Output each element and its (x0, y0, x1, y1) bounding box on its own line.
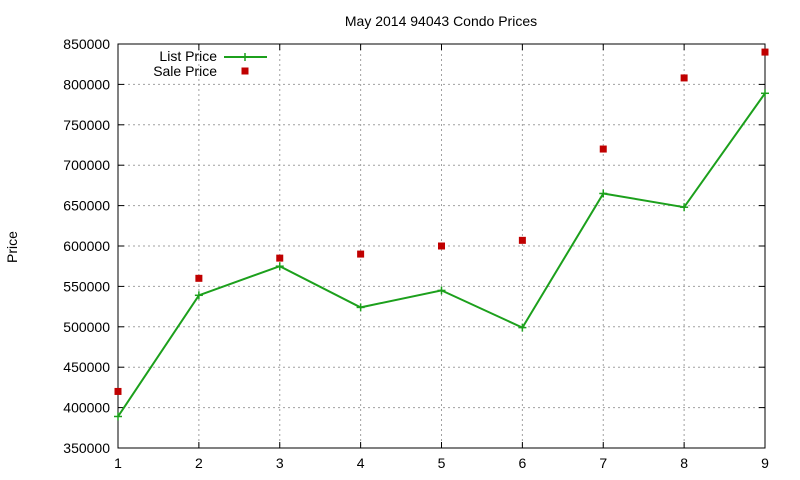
legend-label-list-price: List Price (159, 48, 217, 64)
y-tick-label: 450000 (63, 359, 110, 375)
x-tick-label: 2 (195, 455, 203, 471)
sale-price-point (438, 242, 445, 250)
x-tick-label: 5 (438, 455, 446, 471)
sale-price-point (599, 145, 607, 153)
sale-price-point (761, 48, 769, 56)
x-tick-label: 3 (276, 455, 284, 471)
y-tick-label: 650000 (63, 198, 110, 214)
list-price-point (680, 203, 689, 212)
sale-price-point (195, 274, 203, 282)
sale-price-point (518, 236, 526, 244)
legend-label-sale-price: Sale Price (153, 63, 217, 79)
legend-marker-sale-price (241, 67, 249, 75)
y-tick-label: 400000 (63, 400, 110, 416)
y-tick-label: 700000 (63, 157, 110, 173)
legend: List Price Sale Price (153, 48, 267, 79)
y-tick-label: 500000 (63, 319, 110, 335)
series-layer (114, 48, 769, 421)
x-tick-label: 6 (518, 455, 526, 471)
y-tick-label: 800000 (63, 76, 110, 92)
list-price-point (194, 291, 203, 300)
x-tick-label: 8 (680, 455, 688, 471)
sale-price-point (114, 387, 122, 395)
chart-title: May 2014 94043 Condo Prices (345, 13, 537, 29)
x-tick-label: 7 (599, 455, 607, 471)
list-price-point (761, 89, 769, 98)
list-price-point (114, 412, 122, 421)
x-tick-label: 9 (761, 455, 769, 471)
y-tick-label: 350000 (63, 440, 110, 456)
sale-price-point (276, 254, 284, 262)
y-axis-label: Price (4, 231, 20, 263)
y-tick-label: 850000 (63, 36, 110, 52)
list-price-point (599, 189, 608, 198)
x-tick-label: 4 (357, 455, 365, 471)
y-tick-label: 600000 (63, 238, 110, 254)
sale-price-point (680, 74, 688, 82)
list-price-point (518, 323, 527, 332)
legend-marker-list-price (241, 53, 249, 61)
x-tick-label: 1 (114, 455, 122, 471)
sale-price-point (357, 250, 365, 258)
list-price-point (356, 303, 365, 312)
list-price-point (437, 286, 446, 295)
list-price-point (275, 262, 284, 271)
y-tick-label: 550000 (63, 278, 110, 294)
axis-ticks: 350000 400000 450000 500000 550000 600000 6500… (63, 36, 769, 471)
y-tick-label: 750000 (63, 117, 110, 133)
